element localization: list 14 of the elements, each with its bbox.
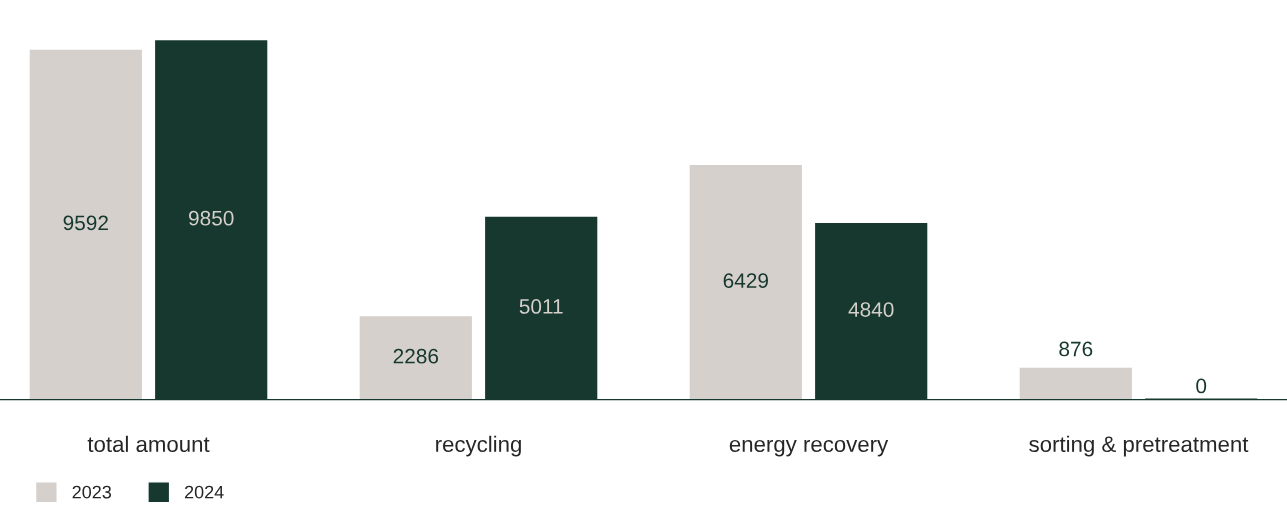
data-label: 0 [1196,378,1207,394]
data-label: 9592 [63,215,108,231]
data-label: 9850 [189,210,234,226]
x-tick-label: recycling [436,435,521,457]
data-label: 2286 [393,348,439,364]
data-label: 6429 [723,273,768,288]
data-label: 4840 [848,302,894,317]
legend-label: 2024 [184,485,224,499]
x-tick-label: energy recovery [729,439,889,457]
x-tick-label: total amount [87,435,210,453]
data-label: 876 [1059,341,1093,357]
x-tick-label: sorting & pretreatment [1029,435,1249,457]
legend-label: 2023 [72,485,112,499]
data-label: 5011 [519,299,563,314]
